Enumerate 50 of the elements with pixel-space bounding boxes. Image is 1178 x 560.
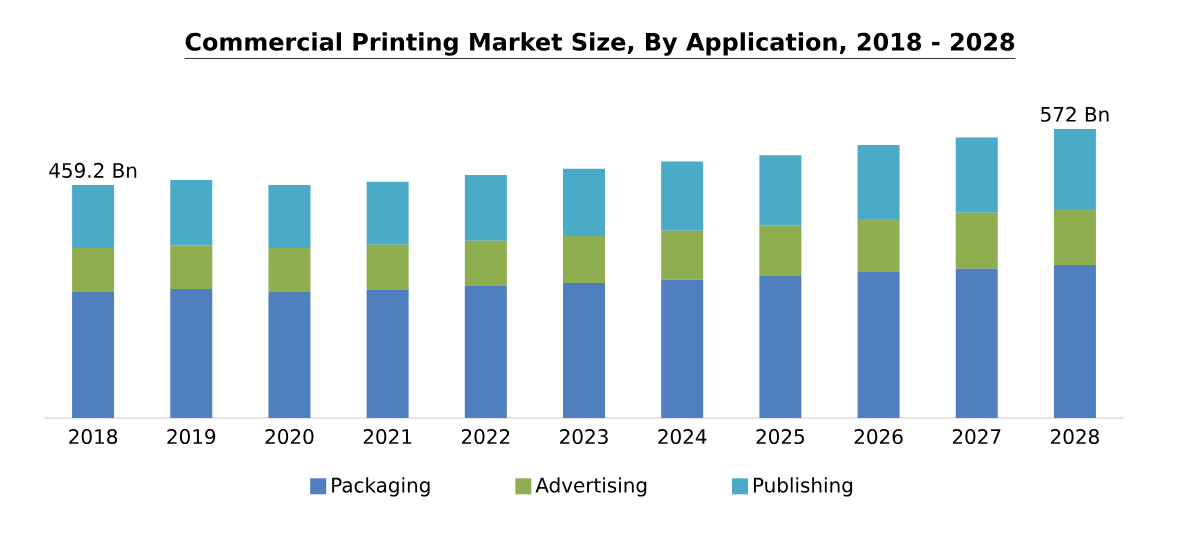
bar [464, 240, 507, 286]
x-tick-label: 2026 [854, 429, 903, 445]
bar [857, 272, 900, 418]
bar [366, 181, 409, 245]
bar [170, 245, 213, 290]
bar [759, 276, 802, 418]
bar [563, 168, 606, 236]
bar [1053, 265, 1096, 418]
bar [170, 180, 213, 246]
bar [661, 230, 704, 280]
bar [955, 268, 998, 418]
bar [661, 279, 704, 418]
x-tick-label: 2024 [658, 429, 707, 445]
bar [72, 248, 115, 292]
bar [759, 225, 802, 277]
bar [1053, 208, 1096, 266]
x-tick-label: 2021 [363, 429, 412, 445]
x-tick-label: 2027 [952, 429, 1001, 445]
x-tick-label: 2028 [1051, 429, 1099, 445]
bar [464, 174, 507, 241]
bar [366, 289, 409, 418]
bar [759, 155, 802, 226]
legend-label: Publishing [753, 477, 853, 497]
bar [170, 289, 213, 418]
x-tick-label: 2019 [167, 429, 216, 445]
bar [268, 291, 311, 418]
x-tick-label: 2025 [756, 429, 804, 445]
x-tick-label: 2022 [461, 429, 510, 445]
bar [1053, 128, 1096, 209]
bar [72, 184, 115, 249]
bar [857, 219, 900, 273]
bar [464, 285, 507, 418]
bar [955, 212, 998, 269]
annotation: 459.2 Bn [49, 162, 137, 178]
bar [72, 291, 115, 418]
legend-label: Packaging [332, 477, 430, 497]
chart-title: Commercial Printing Market Size, By Application, 2018 - 2028 [185, 32, 1015, 56]
bar [366, 244, 409, 290]
bar [563, 235, 606, 283]
bar [268, 184, 311, 249]
annotation: 572 Bn [1041, 106, 1109, 122]
bar [955, 137, 998, 213]
x-tick-label: 2020 [265, 429, 314, 445]
x-tick-label: 2023 [560, 429, 608, 445]
bar [661, 161, 704, 231]
bar [857, 145, 900, 220]
bar [563, 282, 606, 418]
x-tick-label: 2018 [69, 429, 118, 445]
bar [268, 248, 311, 292]
legend-label: Advertising [535, 477, 647, 497]
